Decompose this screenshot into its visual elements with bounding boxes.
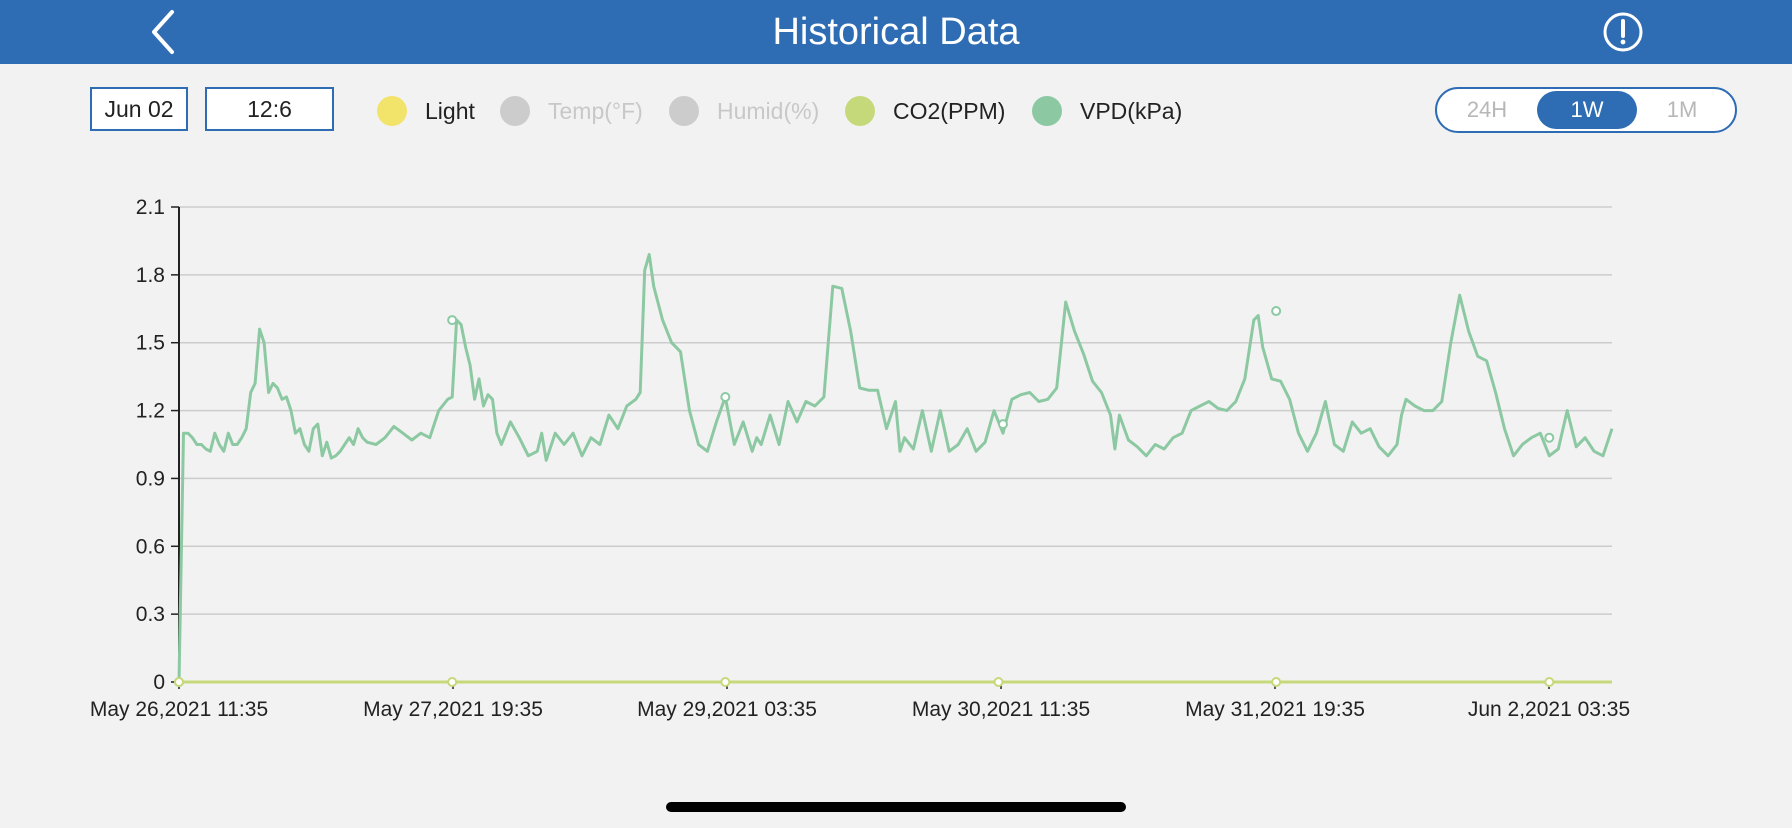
legend-item-temp[interactable]: Temp(°F): [500, 93, 643, 129]
x-tick-label: May 26,2021 11:35: [90, 698, 268, 721]
x-tick-label: May 29,2021 03:35: [637, 698, 817, 721]
vpd-line-chart: 0 0.3 0.6 0.9 1.2 1.5 1.8 2.1 May 26,2021 11:35 M…: [90, 196, 1630, 721]
y-tick-label: 1.8: [136, 264, 165, 287]
range-option-1w[interactable]: 1W: [1537, 91, 1637, 129]
exclamation-circle-icon: [1603, 12, 1643, 52]
range-option-1m[interactable]: 1M: [1666, 97, 1698, 122]
info-button[interactable]: [1602, 11, 1644, 53]
legend-label: Temp(°F): [548, 97, 643, 124]
range-option-24h[interactable]: 24H: [1466, 97, 1508, 122]
data-point-marker: [447, 315, 458, 326]
legend-dot: [1032, 96, 1062, 126]
y-tick-label: 2.1: [136, 196, 165, 219]
legend-dot: [377, 96, 407, 126]
data-point-marker: [447, 677, 458, 687]
x-tick-label: May 30,2021 11:35: [912, 698, 1090, 721]
x-tick-label: May 27,2021 19:35: [363, 698, 543, 721]
range-toggle: 24H 1W 1M: [1435, 87, 1737, 133]
y-tick-label: 0: [153, 671, 165, 694]
data-point-marker: [1271, 306, 1282, 317]
legend-dot: [669, 96, 699, 126]
date-picker[interactable]: Jun 02: [90, 87, 188, 131]
vpd-kpa-series-line: [177, 253, 1614, 683]
time-picker[interactable]: 12:6: [205, 87, 334, 131]
y-tick-label: 0.9: [136, 467, 165, 490]
data-point-marker: [997, 419, 1008, 430]
legend-label: VPD(kPa): [1080, 97, 1183, 124]
x-tick-label: May 31,2021 19:35: [1185, 698, 1365, 721]
legend-dot: [500, 96, 530, 126]
legend-dot: [845, 96, 875, 126]
data-point-marker: [993, 677, 1004, 687]
data-point-marker: [720, 677, 731, 687]
legend-label: Humid(%): [717, 97, 820, 124]
data-point-marker: [174, 677, 184, 687]
y-tick-label: 1.2: [136, 400, 165, 423]
legend-label: Light: [425, 97, 475, 124]
data-point-marker: [1544, 432, 1555, 443]
legend-label: CO2(PPM): [893, 97, 1006, 124]
x-tick-label: Jun 2,2021 03:35: [1468, 698, 1630, 721]
y-tick-label: 0.3: [136, 603, 165, 626]
data-point-marker: [720, 392, 731, 402]
legend-item-humid[interactable]: Humid(%): [669, 93, 819, 129]
legend-item-light[interactable]: Light: [377, 93, 475, 129]
back-button[interactable]: [140, 8, 188, 56]
y-tick-label: 0.6: [136, 535, 165, 558]
chevron-left-icon: [152, 10, 174, 54]
legend-item-co2[interactable]: CO2(PPM): [845, 93, 1005, 129]
data-point-marker: [1544, 677, 1555, 687]
y-tick-label: 1.5: [136, 332, 165, 355]
home-indicator: [666, 802, 1126, 812]
legend-item-vpd[interactable]: VPD(kPa): [1032, 93, 1182, 129]
data-point-marker: [1271, 677, 1282, 687]
